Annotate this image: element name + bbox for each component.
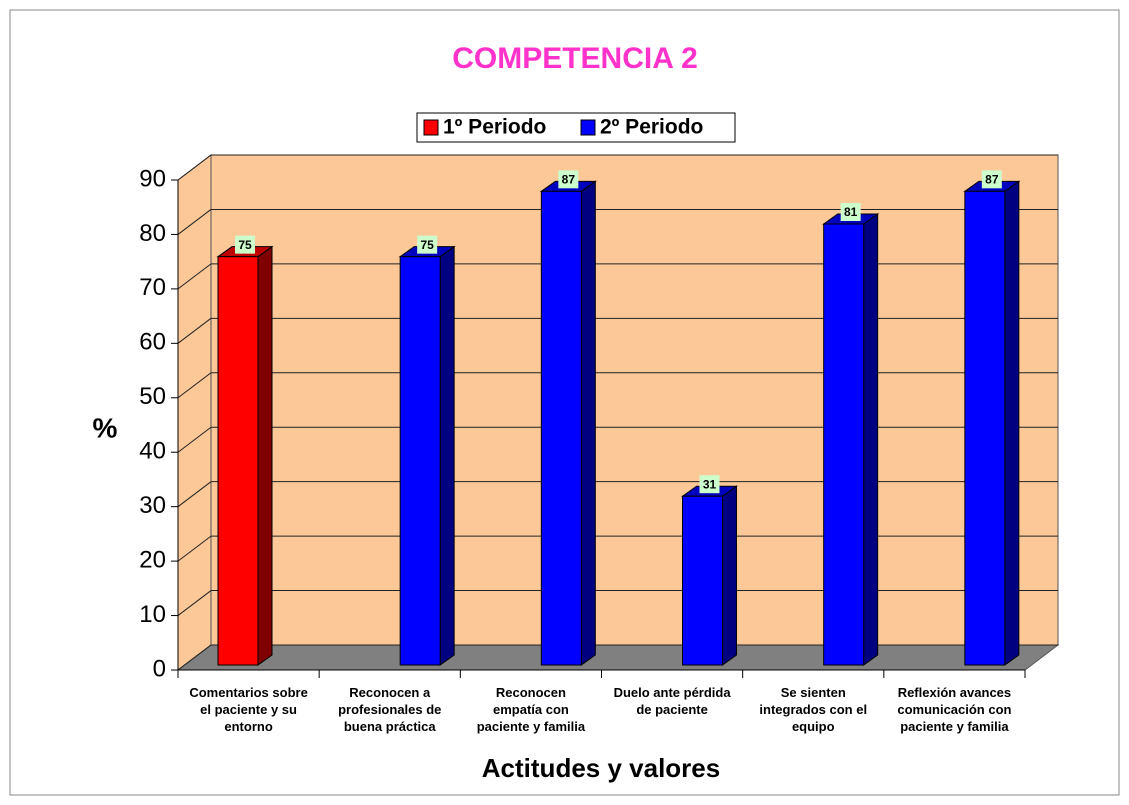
legend-swatch <box>423 119 439 136</box>
grid-line-side <box>177 535 212 562</box>
side-wall <box>177 153 212 672</box>
y-tick-label: 60 <box>139 329 166 356</box>
bar <box>963 180 1021 666</box>
value-label-box <box>558 170 579 189</box>
legend-label: 2º Periodo <box>600 116 703 139</box>
bar-front <box>540 190 582 666</box>
bar <box>398 245 456 666</box>
value-label-box <box>699 475 720 494</box>
bar-side <box>439 245 455 666</box>
y-tick-label: 70 <box>139 274 166 301</box>
bar-front <box>399 256 441 666</box>
bar <box>680 485 739 666</box>
grid-line-side <box>177 481 212 508</box>
value-label: 87 <box>985 173 999 187</box>
bar <box>539 180 597 666</box>
value-label: 75 <box>420 238 434 252</box>
grid-line-side <box>177 644 212 671</box>
y-tick-label: 50 <box>139 383 166 410</box>
grid-line-side <box>177 372 212 399</box>
grid-line-side <box>177 426 212 453</box>
back-wall <box>210 154 1059 646</box>
value-label-box <box>417 235 438 254</box>
chart-title: COMPETENCIA 2 <box>452 42 698 75</box>
bar <box>822 213 880 666</box>
x-tick-label: Reconocen empatía con paciente y familia <box>477 685 586 734</box>
grid-line-side <box>177 317 212 344</box>
legend-swatch <box>580 119 596 136</box>
y-tick-label: 30 <box>139 492 166 519</box>
grid-line-side <box>177 154 212 181</box>
value-label: 75 <box>238 238 252 252</box>
bar-front <box>964 190 1006 666</box>
x-axis-label: Actitudes y valores <box>482 753 720 783</box>
value-label-box <box>235 235 255 254</box>
x-tick-label: Reflexión avances comunicación con pacient… <box>897 685 1011 734</box>
x-tick-label: Comentarios sobre el paciente y su entorno <box>189 685 307 734</box>
y-tick-label: 20 <box>139 546 166 573</box>
bar-front <box>682 495 723 666</box>
bar-side <box>580 180 596 666</box>
x-tick-label: Se sienten integrados con el equipo <box>759 685 867 734</box>
y-tick-label: 90 <box>139 165 166 192</box>
value-label: 31 <box>703 477 717 491</box>
x-tick-label: Duelo ante pérdida de paciente <box>614 685 732 717</box>
value-label-box <box>840 203 861 221</box>
bar-front <box>217 256 259 666</box>
y-tick-label: 80 <box>139 220 166 247</box>
legend-label: 1º Periodo <box>443 116 546 139</box>
bar-side <box>257 245 273 666</box>
y-tick-label: 10 <box>139 601 166 628</box>
legend-box <box>416 112 736 143</box>
x-tick-label: Reconocen a profesionales de buena práctic… <box>338 685 441 734</box>
y-tick-label: 0 <box>153 655 166 682</box>
y-axis-label: % <box>93 412 118 443</box>
grid-line-side <box>177 209 212 235</box>
grid-line-side <box>177 263 212 290</box>
value-label-box <box>981 170 1002 189</box>
bar-side <box>722 485 737 666</box>
value-label: 81 <box>844 205 858 219</box>
value-label: 87 <box>562 173 576 187</box>
floor <box>176 644 1060 671</box>
grid-line-side <box>177 590 212 616</box>
bar-side <box>863 213 879 666</box>
y-tick-label: 40 <box>139 438 166 465</box>
bar <box>216 245 274 666</box>
bar-front <box>823 223 865 666</box>
bar-side <box>1004 180 1020 666</box>
